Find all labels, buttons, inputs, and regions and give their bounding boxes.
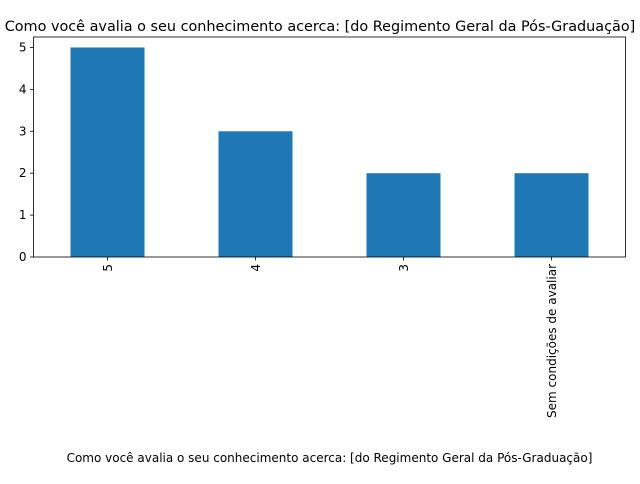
chart-title: Como você avalia o seu conhecimento acer…: [5, 19, 636, 35]
axes-frame: [33, 36, 626, 258]
y-tick-label-5: 5: [19, 40, 27, 54]
bar-1: [218, 131, 293, 257]
bar-3: [514, 173, 589, 257]
y-tick-label-3: 3: [19, 124, 27, 138]
x-axis: 5 4 3 Sem condições de avaliar: [101, 257, 559, 418]
x-tick-label-3: Sem condições de avaliar: [545, 264, 559, 418]
x-tick-label-0: 5: [101, 264, 115, 272]
x-tick-label-1: 4: [249, 264, 263, 272]
y-tick-label-2: 2: [19, 166, 27, 180]
y-tick-label-0: 0: [19, 250, 27, 264]
bar-0: [70, 47, 145, 257]
y-tick-label-1: 1: [19, 208, 27, 222]
bars-group: [70, 47, 589, 257]
y-tick-label-4: 4: [19, 82, 27, 96]
x-axis-label: Como você avalia o seu conhecimento acer…: [67, 451, 593, 465]
y-axis: 0 1 2 3 4 5: [19, 40, 34, 264]
bar-2: [366, 173, 441, 257]
x-tick-label-2: 3: [397, 264, 411, 272]
